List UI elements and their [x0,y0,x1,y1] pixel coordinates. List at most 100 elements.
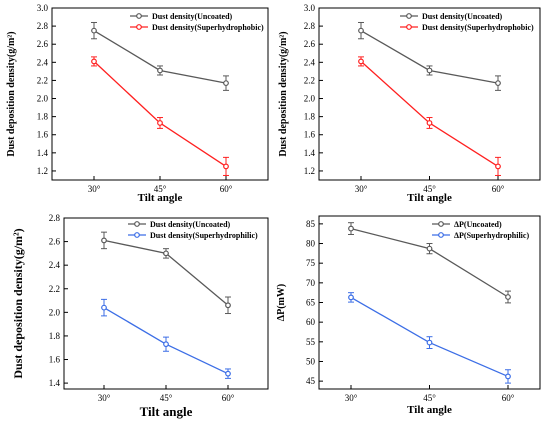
y-tick-label: 2.0 [37,94,49,104]
legend-label: Dust density(Superhydrophilic) [150,231,258,240]
x-tick-label: 30° [88,184,101,194]
legend-label: ΔP(Superhydrophilic) [454,231,529,240]
x-tick-label: 30° [98,393,111,403]
legend-swatch-marker [136,13,142,19]
plot-frame [63,217,269,390]
y-tick-label: 55 [306,337,316,347]
x-tick-label: 60° [492,184,505,194]
series-line [93,60,227,167]
data-point [101,304,107,311]
x-tick-label: 30° [345,393,358,403]
legend-swatch-marker [136,24,142,30]
series-2 [358,56,501,176]
series-1 [91,21,229,91]
y-tick-label: 1.6 [49,355,61,365]
series-2 [91,56,229,176]
y-tick-label: 2.8 [304,21,316,31]
data-point [163,341,169,348]
data-point [348,225,354,232]
data-point [101,237,107,244]
y-tick-label: 50 [306,356,316,366]
chart-panel-3: 1.4 1.6 1.8 2.0 2.2 2.4 2.6 2.8 30° 45° 60° Tilt an… [11,213,269,419]
chart-panel-2: 1.2 1.4 1.6 1.8 2.0 2.2 2.4 2.6 2.8 3.0 30° 45° 60° T… [278,3,541,204]
data-point [225,302,231,309]
y-tick-label: 1.8 [304,112,316,122]
y-tick-label: 1.4 [304,148,316,158]
x-tick-label: 60° [222,393,235,403]
y-tick-label: 2.2 [49,284,60,294]
legend-swatch-marker [438,232,444,238]
y-tick-label: 60 [306,317,316,327]
y-tick-label: 3.0 [37,3,49,13]
data-point [157,120,163,126]
data-point [223,80,229,87]
legend: ΔP(Uncoated) ΔP(Superhydrophilic) [432,220,529,240]
series-1 [101,231,231,315]
y-tick-label: 1.8 [49,331,61,341]
y-axis-title: Dust deposition density(g/m²) [278,31,289,156]
x-tick-label: 60° [220,184,233,194]
y-tick-label: 85 [306,219,316,229]
x-axis-title: Tilt angle [140,404,193,419]
y-tick-label: 1.2 [37,166,48,176]
plot-frame [318,7,541,181]
y-tick-label: 1.4 [37,148,49,158]
y-tick-label: 2.4 [37,57,49,67]
legend-swatch-marker [134,232,140,238]
chart-panel-4: 45 50 55 60 65 70 75 80 85 30° 45° 60° Tilt angle ΔP(… [276,215,541,416]
y-tick-label: 2.6 [49,237,61,247]
data-point [358,58,364,65]
y-axis-title: ΔP(mW) [276,284,287,321]
x-tick-label: 45° [423,184,436,194]
legend-label: Dust density(Uncoated) [150,220,231,229]
legend-label: ΔP(Uncoated) [454,220,502,229]
y-tick-label: 3.0 [304,3,316,13]
y-tick-label: 2.8 [37,21,49,31]
y-tick-label: 75 [306,258,316,268]
data-point [163,250,169,257]
y-tick-label: 1.8 [37,112,49,122]
legend: Dust density(Uncoated) Dust density(Super… [130,12,264,32]
data-point [348,294,354,301]
legend-label: Dust density(Superhydrophobic) [422,23,534,32]
data-point [426,67,433,74]
y-tick-label: 1.6 [304,130,316,140]
y-tick-label: 2.0 [49,307,61,317]
legend-swatch-marker [438,221,444,227]
y-tick-label: 65 [306,298,316,308]
legend-label: Dust density(Uncoated) [152,12,233,21]
data-point [426,245,433,252]
data-point [426,120,433,126]
y-tick-label: 2.0 [304,94,316,104]
series-1 [358,21,501,91]
y-tick-label: 1.2 [304,166,315,176]
data-point [495,80,501,87]
y-tick-label: 70 [306,278,316,288]
chart-panel-1: 1.2 1.4 1.6 1.8 2.0 2.2 2.4 2.6 2.8 3.0 30° 45° 60° T… [6,3,269,204]
y-tick-label: 2.4 [304,57,316,67]
y-tick-label: 1.6 [37,130,49,140]
y-axis-title: Dust deposition density(g/m²) [11,228,25,378]
x-tick-label: 45° [423,393,436,403]
legend-swatch-marker [406,13,412,19]
x-axis-title: Tilt angle [407,192,452,204]
y-tick-label: 2.4 [49,260,61,270]
data-point [157,67,163,74]
legend: Dust density(Uncoated) Dust density(Super… [400,12,534,32]
data-point [358,27,364,34]
data-point [426,339,433,346]
data-point [91,58,97,65]
series-2 [348,292,511,384]
x-tick-label: 45° [160,393,173,403]
x-tick-label: 60° [502,393,515,403]
series-line [360,60,499,167]
data-point [91,27,97,34]
legend-label: Dust density(Superhydrophobic) [152,23,264,32]
data-point [223,163,229,170]
y-tick-label: 2.2 [304,75,315,85]
y-axis-title: Dust deposition density(g/m²) [6,31,17,156]
series-2 [101,298,231,379]
legend: Dust density(Uncoated) Dust density(Super… [128,220,258,240]
x-axis-title: Tilt angle [407,404,452,416]
